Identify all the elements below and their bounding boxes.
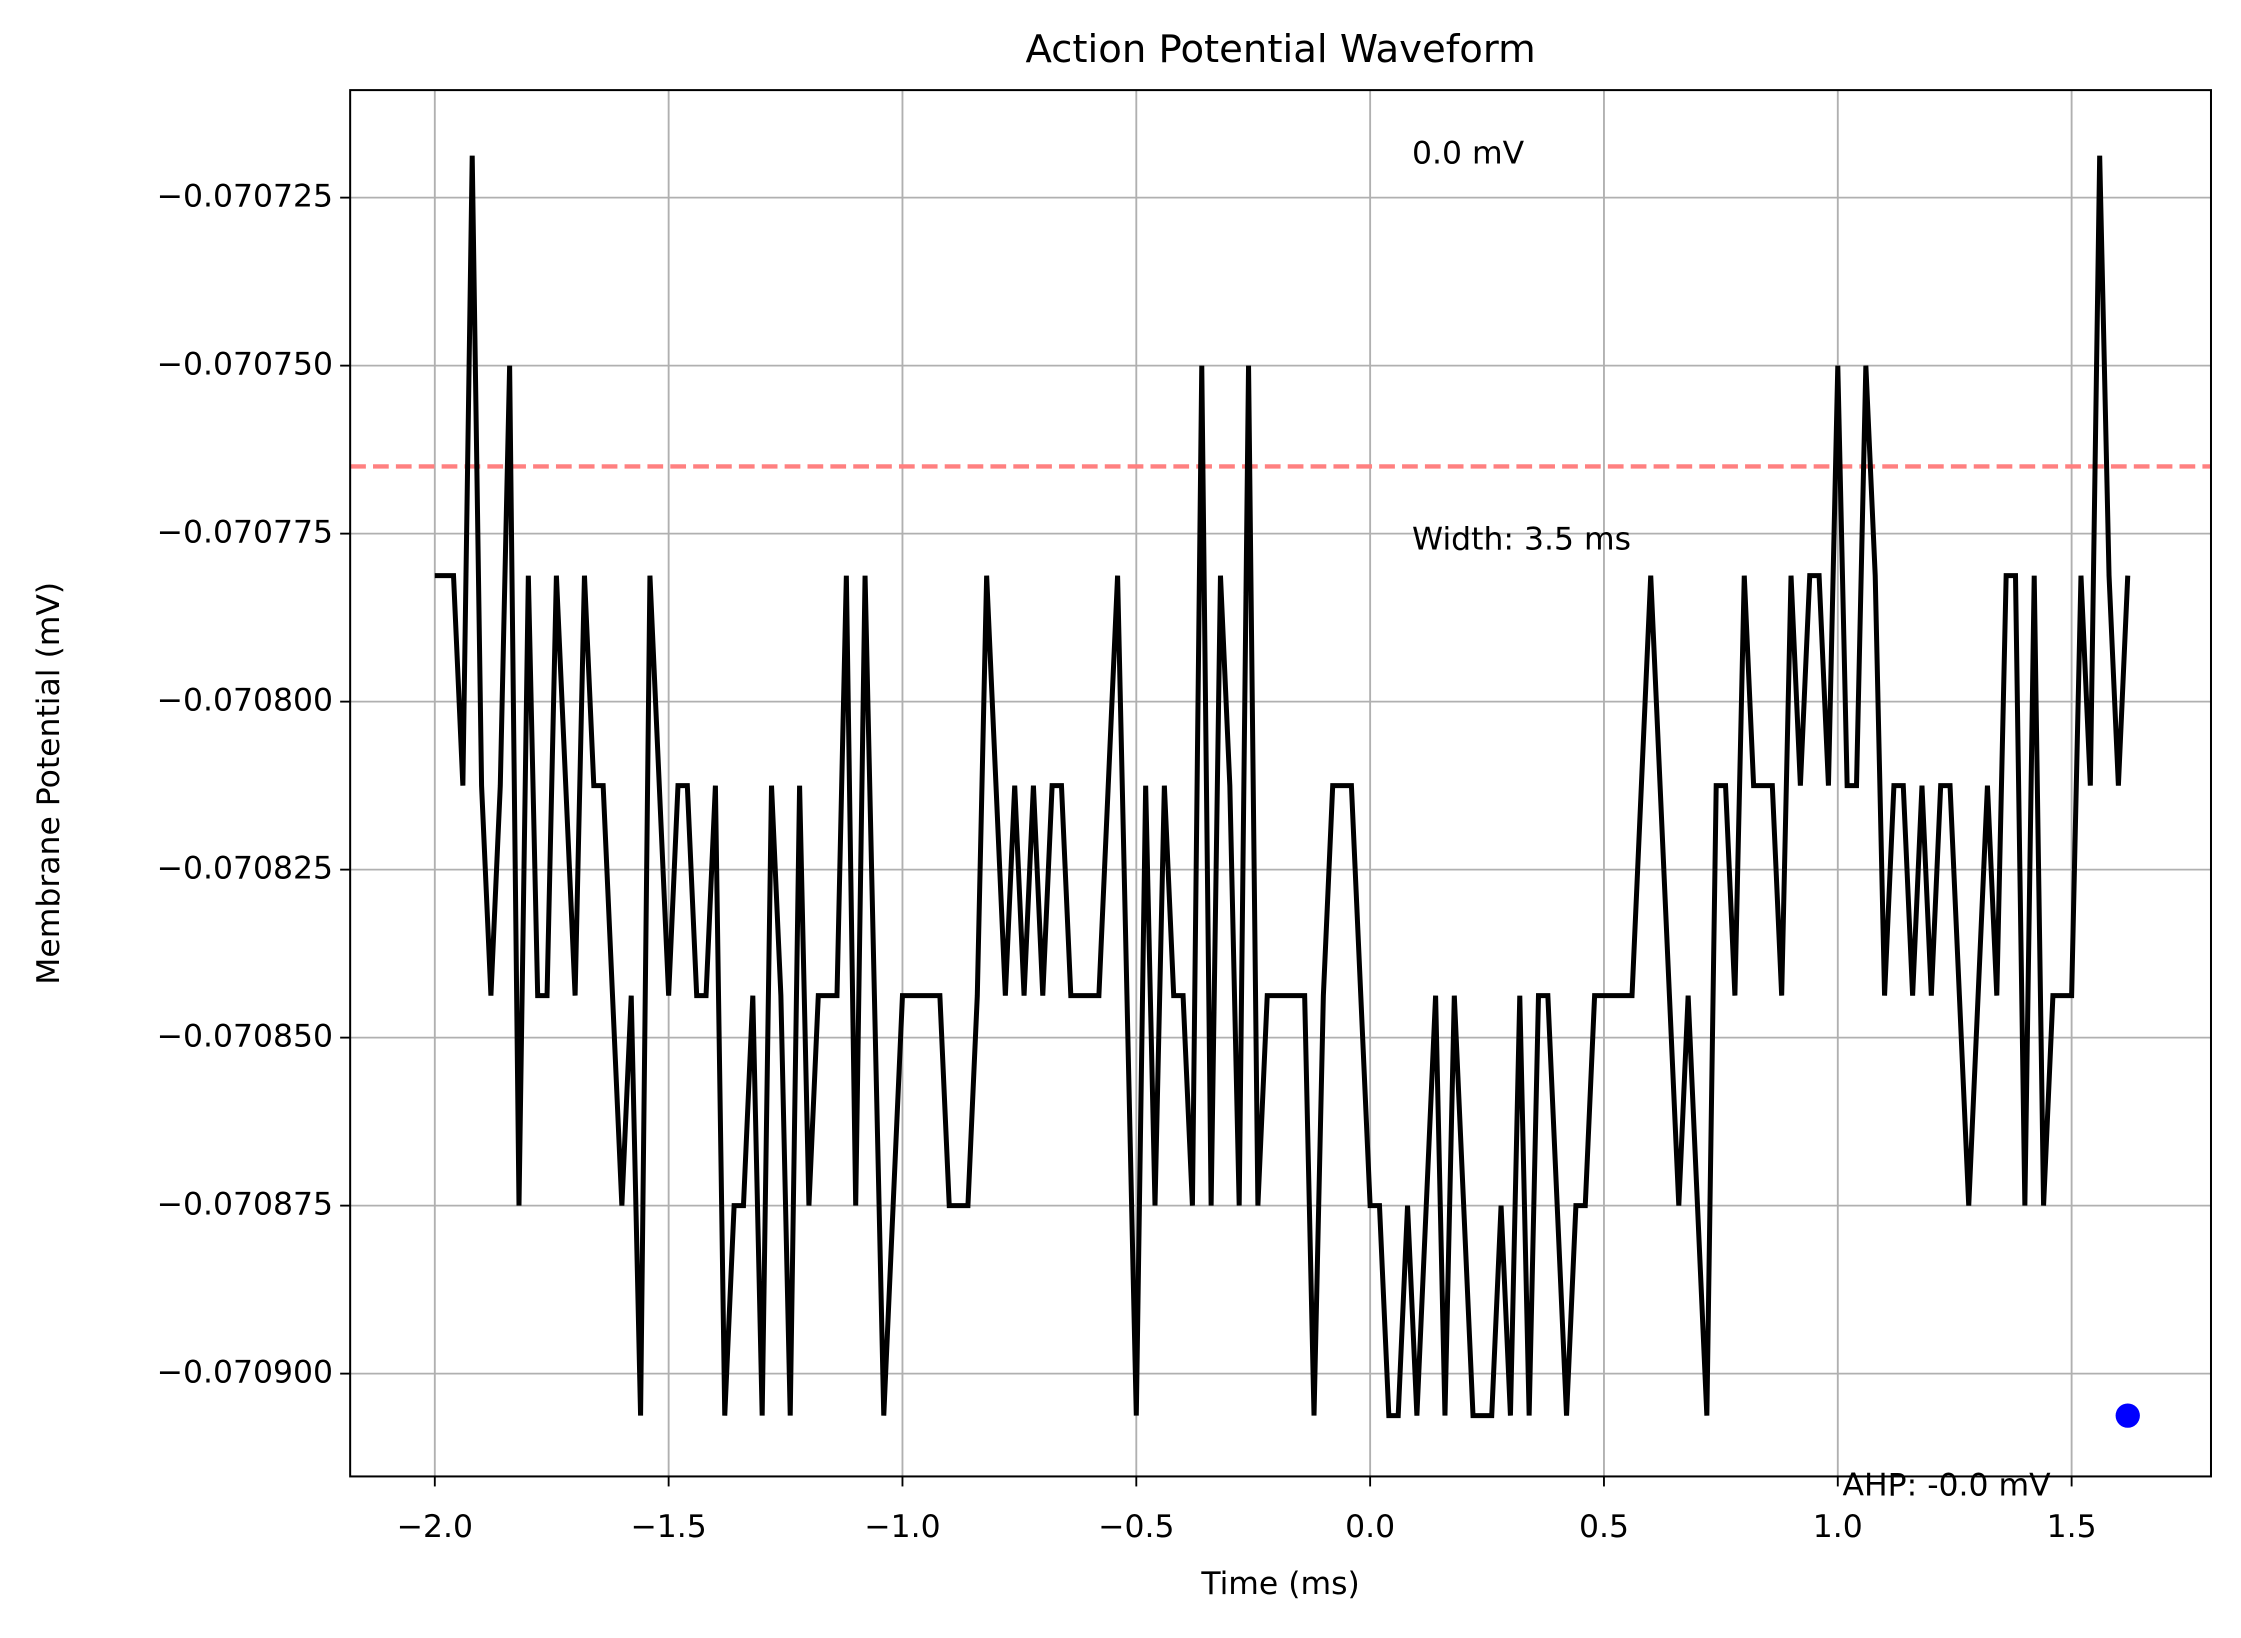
chart-title: Action Potential Waveform [1025, 27, 1535, 72]
x-axis-label: Time (ms) [1200, 1566, 1359, 1602]
y-axis-label: Membrane Potential (mV) [31, 582, 67, 985]
ahp-marker [2115, 1403, 2140, 1428]
y-tick-label: −0.070750 [157, 347, 333, 383]
y-tick-label: −0.070900 [157, 1355, 333, 1391]
plot-frame [349, 89, 2212, 1478]
x-tick-label: 1.0 [1813, 1509, 1863, 1545]
x-tick-label: 0.5 [1579, 1509, 1629, 1545]
y-tick-label: −0.070800 [157, 683, 333, 719]
y-tick-label: −0.070725 [157, 179, 333, 215]
y-tick-label: −0.070850 [157, 1019, 333, 1055]
annotation: AHP: -0.0 mV [1843, 1467, 2052, 1503]
y-tick-label: −0.070875 [157, 1187, 333, 1223]
y-tick-label: −0.070825 [157, 851, 333, 887]
x-tick-label: −2.0 [397, 1509, 473, 1545]
annotation: Width: 3.5 ms [1412, 521, 1631, 557]
y-tick-label: −0.070775 [157, 515, 333, 551]
x-tick-label: 0.0 [1345, 1509, 1395, 1545]
x-tick-label: −0.5 [1098, 1509, 1174, 1545]
data-line [434, 155, 2131, 1419]
x-tick-label: −1.0 [864, 1509, 940, 1545]
annotation: 0.0 mV [1412, 135, 1525, 171]
x-tick-label: 1.5 [2047, 1509, 2097, 1545]
x-tick-label: −1.5 [630, 1509, 706, 1545]
